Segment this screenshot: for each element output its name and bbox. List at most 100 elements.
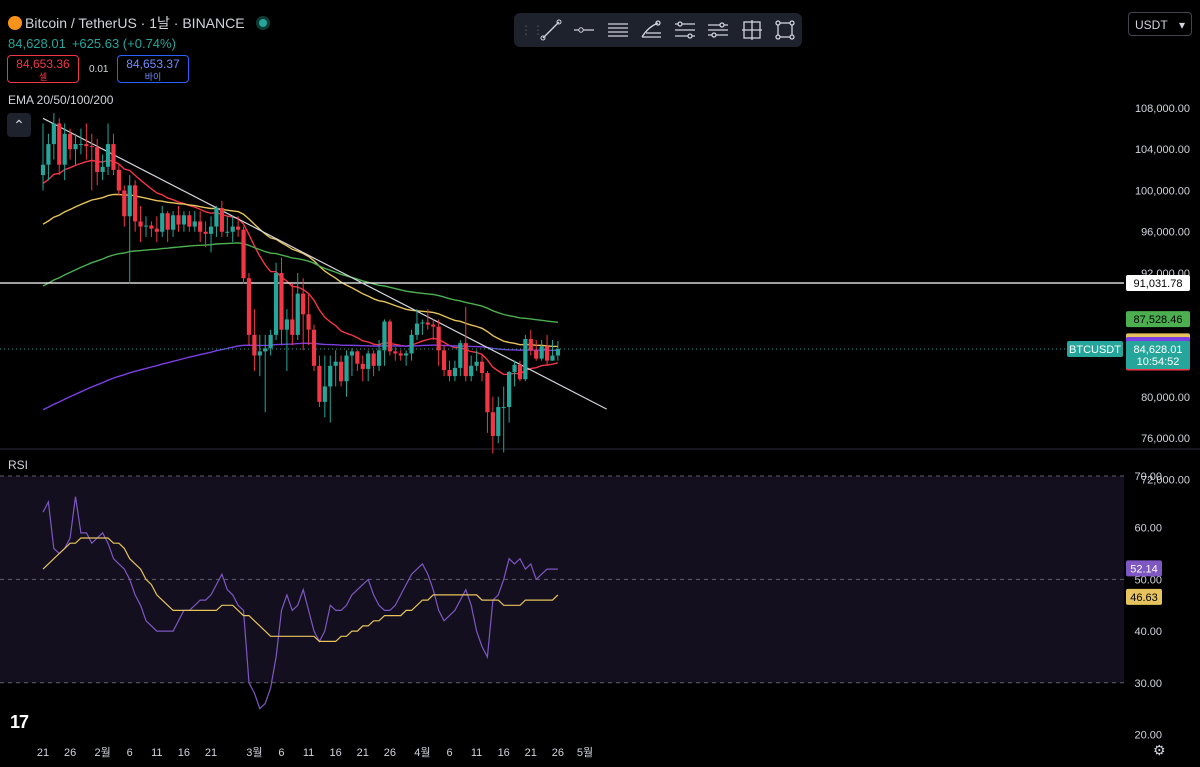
time-axis-tick: 4월 (414, 746, 430, 759)
candle (154, 228, 159, 232)
candle (62, 133, 67, 165)
time-axis-tick: 3월 (246, 746, 262, 759)
candle (170, 215, 176, 230)
candle (133, 185, 138, 222)
parallel-channel-icon[interactable] (601, 13, 635, 47)
rectangle-icon[interactable] (769, 13, 803, 47)
candle (360, 363, 365, 369)
rsi-ma-line (42, 537, 559, 643)
regression-trend-icon[interactable] (702, 13, 736, 47)
buy-price: 84,653.37 (126, 57, 180, 71)
candle (111, 144, 116, 170)
candle (230, 226, 235, 232)
candle (138, 221, 143, 227)
candle (507, 372, 512, 408)
candle (463, 343, 468, 377)
fib-retracement-icon[interactable] (635, 13, 669, 47)
tradingview-logo-icon[interactable]: 17 (10, 712, 29, 732)
symbol-header[interactable]: Bitcoin / TetherUS · 1날 · BINANCE (8, 13, 267, 33)
candle (301, 293, 306, 315)
candle (539, 346, 544, 359)
candle (127, 185, 132, 217)
time-axis-tick: 11 (151, 747, 162, 759)
candle (431, 324, 436, 327)
candle (89, 146, 94, 148)
candle (317, 365, 322, 402)
price-axis-tick: 108,000.00 (1135, 103, 1190, 115)
candle (501, 407, 506, 409)
pitchfork-icon[interactable] (668, 13, 702, 47)
rsi-axis-tick: 20.00 (1134, 730, 1162, 742)
crosshair-square-icon[interactable] (735, 13, 769, 47)
rsi-ma-value-tag: 46.63 (1130, 592, 1158, 604)
rsi-value-tag: 52.14 (1130, 563, 1158, 575)
rsi-axis-tick: 30.00 (1134, 678, 1162, 690)
candle (311, 329, 317, 366)
candle (246, 278, 252, 335)
candle (105, 144, 111, 167)
current-price-tag-bg (1126, 341, 1190, 370)
candle (404, 353, 409, 356)
candle (458, 343, 463, 368)
candle (241, 229, 246, 279)
trend-line-icon[interactable] (534, 13, 568, 47)
candle (366, 353, 371, 369)
candle (371, 353, 376, 366)
candle (78, 144, 84, 146)
rsi-ma-value-tag-bg (1126, 588, 1162, 605)
price-axis-tick: 80,000.00 (1141, 392, 1190, 404)
rsi-axis-tick: 50.00 (1134, 574, 1162, 586)
settings-gear-icon[interactable]: ⚙ (1153, 742, 1166, 758)
time-axis-tick: 26 (64, 747, 76, 759)
candle (116, 169, 121, 191)
candle (436, 326, 441, 351)
candle (236, 226, 241, 230)
rsi-value-tag-bg (1126, 560, 1162, 577)
buy-button[interactable]: 84,653.37 바이 (117, 55, 189, 83)
candle (100, 166, 105, 172)
ema-tag: 87,528.46 (1134, 314, 1183, 326)
rsi-axis-tick: 40.00 (1134, 626, 1162, 638)
candle (555, 349, 560, 356)
candle (420, 322, 425, 324)
ema-100-line (42, 242, 558, 323)
indicator-label[interactable]: EMA 20/50/100/200 (8, 93, 114, 107)
price-axis-tick: 100,000.00 (1135, 185, 1190, 197)
ema-20-line (42, 159, 559, 376)
candle (273, 273, 279, 335)
candle (425, 322, 430, 325)
time-axis-tick: 21 (205, 747, 217, 759)
rsi-line (42, 496, 558, 710)
time-axis-tick: 16 (178, 747, 190, 759)
price-axis-tick: 72,000.00 (1141, 474, 1190, 486)
candle (203, 231, 208, 234)
candle (68, 133, 73, 150)
candle (490, 412, 495, 436)
candle (263, 348, 268, 352)
time-axis-tick: 21 (37, 747, 49, 759)
time-axis-tick: 5월 (577, 746, 593, 759)
rsi-axis-tick: 60.00 (1134, 523, 1162, 535)
candle (279, 273, 284, 330)
candle (393, 351, 398, 354)
drawing-toolbar: ⋮⋮ (514, 13, 802, 47)
currency-select[interactable]: USDT (1128, 12, 1192, 37)
candle (176, 215, 181, 225)
candle (398, 353, 403, 356)
price-summary: 84,628.01 +625.63 (+0.74%) (8, 36, 182, 51)
horizontal-ray-icon[interactable] (568, 13, 602, 47)
ema-50-line (42, 193, 558, 348)
candle (257, 351, 262, 356)
time-axis-tick: 21 (525, 747, 537, 759)
candle (84, 144, 89, 147)
sell-button[interactable]: 84,653.36 셀 (7, 55, 79, 83)
drag-handle-icon[interactable]: ⋮⋮ (520, 23, 544, 37)
time-axis-tick: 6 (127, 747, 133, 759)
candle (452, 367, 458, 377)
chevron-up-icon[interactable]: ⌃ (7, 113, 31, 137)
time-axis-tick: 16 (330, 747, 342, 759)
candle (219, 208, 224, 232)
time-axis-tick: 26 (552, 747, 564, 759)
rsi-pane-label[interactable]: RSI (8, 458, 29, 472)
